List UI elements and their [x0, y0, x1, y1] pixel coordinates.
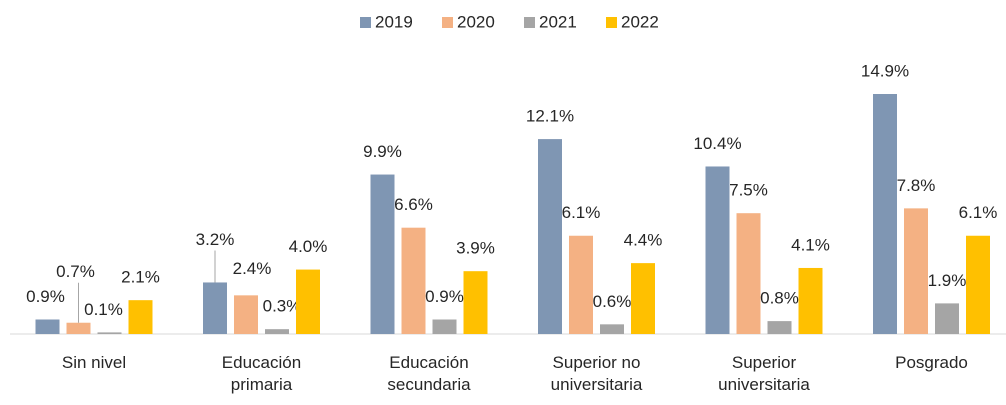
bar: [767, 321, 792, 334]
data-label: 7.5%: [729, 181, 768, 200]
x-tick-label: Educación primaria: [221, 353, 302, 394]
x-tick-label: Sin nivel: [61, 353, 127, 372]
bar: [736, 213, 761, 334]
data-label: 14.9%: [861, 61, 909, 80]
bar: [265, 329, 289, 334]
data-label: 12.1%: [526, 107, 574, 126]
bar: [600, 324, 624, 334]
bar: [97, 332, 122, 334]
legend-swatch: [606, 17, 617, 28]
legend-label: 2022: [621, 12, 659, 31]
bar: [463, 271, 488, 334]
bar: [370, 174, 395, 334]
data-label: 2.1%: [121, 268, 160, 287]
data-label: 9.9%: [363, 142, 402, 161]
legend-label: 2020: [457, 12, 495, 31]
data-label: 10.4%: [693, 134, 741, 153]
bar: [66, 322, 91, 334]
bar: [128, 300, 153, 334]
data-label: 0.6%: [593, 292, 632, 311]
bar: [631, 263, 655, 334]
x-tick-label: Posgrado: [895, 353, 968, 372]
data-label: 6.1%: [959, 203, 998, 222]
bar: [798, 267, 823, 334]
bar: [35, 319, 60, 334]
data-label: 0.9%: [26, 287, 65, 306]
bar: [966, 235, 990, 334]
data-label: 0.8%: [760, 289, 799, 308]
data-label: 4.4%: [624, 231, 663, 250]
x-tick-label: Educación secundaria: [387, 353, 471, 394]
legend-label: 2019: [375, 12, 413, 31]
data-label: 0.3%: [263, 297, 302, 316]
data-label: 2.4%: [233, 259, 272, 278]
bar: [538, 139, 562, 334]
bar: [401, 227, 426, 334]
data-label: 7.8%: [897, 176, 936, 195]
data-label: 3.2%: [196, 230, 235, 249]
data-label: 0.7%: [56, 262, 95, 281]
bar: [935, 303, 959, 334]
data-label: 4.0%: [289, 237, 328, 256]
bar: [904, 208, 928, 334]
x-tick-label: Superior no universitaria: [550, 353, 643, 394]
bar: [432, 319, 457, 334]
bar: [203, 282, 227, 334]
data-label: 6.6%: [394, 195, 433, 214]
legend-swatch: [442, 17, 453, 28]
data-label: 1.9%: [928, 271, 967, 290]
data-label: 4.1%: [791, 235, 830, 254]
data-label: 0.9%: [425, 287, 464, 306]
data-label: 6.1%: [562, 203, 601, 222]
x-tick-label: Superior universitaria: [718, 353, 810, 394]
bar: [873, 94, 897, 334]
data-label: 3.9%: [456, 239, 495, 258]
legend-label: 2021: [539, 12, 577, 31]
legend-swatch: [524, 17, 535, 28]
bar: [705, 166, 730, 334]
data-label: 0.1%: [84, 300, 123, 319]
bar: [569, 235, 593, 334]
bar: [296, 269, 320, 334]
legend-swatch: [360, 17, 371, 28]
bar: [234, 295, 258, 334]
